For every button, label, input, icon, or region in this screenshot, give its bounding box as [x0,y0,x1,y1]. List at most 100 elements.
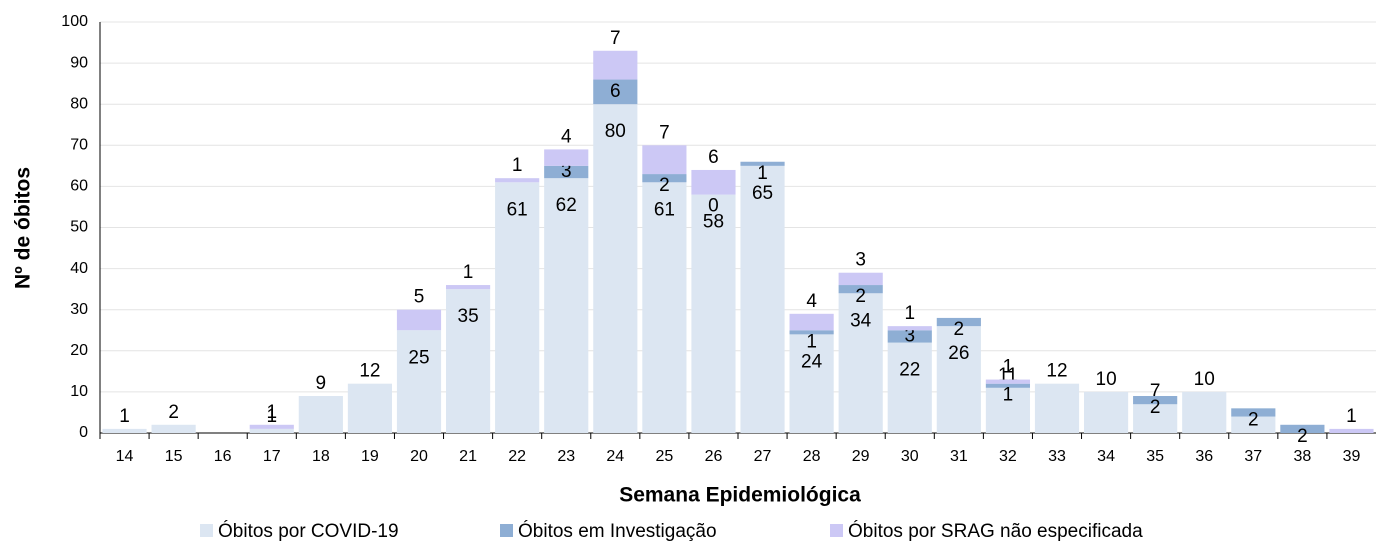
data-label: 7 [659,122,670,143]
bar-segment [1231,408,1276,417]
data-label: 7 [610,28,621,49]
data-label: 3 [904,325,915,346]
x-tick-label: 30 [901,448,919,465]
x-tick-label: 36 [1195,448,1213,465]
bar-segment [1329,428,1374,433]
x-tick-label: 28 [803,448,821,465]
bar-segment [1231,416,1276,433]
bar-segment [936,326,981,433]
legend-swatch [500,524,513,537]
y-tick-label: 60 [70,178,88,195]
bar-segment [249,428,294,433]
x-tick-label: 35 [1146,448,1164,465]
x-tick-label: 37 [1244,448,1262,465]
data-label: 1 [806,331,817,352]
bar-segment [1182,391,1227,433]
bar-segment [985,379,1031,384]
data-label: 1 [904,303,915,324]
x-tick-label: 18 [312,448,330,465]
bar-segment [495,182,540,433]
bar-segment [445,285,491,290]
data-label: 6 [708,147,719,168]
bar-segment [642,145,687,175]
x-tick-label: 39 [1343,448,1361,465]
bar-segment [1133,404,1178,433]
y-tick-label: 0 [79,424,88,441]
data-label: 7 [1150,381,1161,402]
bar-segment [298,396,343,433]
data-label: 1 [512,155,523,176]
legend-label: Óbitos em Investigação [518,520,717,542]
bar-segment [691,194,736,433]
bar-segment [593,50,638,80]
bar-segment [151,424,196,433]
legend-swatch [830,524,843,537]
data-label: 3 [561,161,572,182]
bar-segment [347,383,393,433]
bar-segment [887,342,932,433]
data-label: 1 [463,262,474,283]
legend-label: Óbitos por SRAG não especificada [848,520,1143,542]
bar-segment [102,428,147,433]
data-label: 24 [801,351,823,372]
data-label: 9 [316,373,327,394]
bar-segment [642,174,687,183]
data-label: 2 [1150,397,1161,418]
data-label: 6 [610,81,621,102]
bar-segment [789,313,834,331]
data-label: 0 [708,196,719,217]
y-tick-label: 80 [70,95,88,112]
data-label: 2 [855,286,866,307]
x-tick-label: 33 [1048,448,1066,465]
bar-segment [740,165,785,433]
bar-segment [838,272,883,286]
y-tick-label: 50 [70,219,88,236]
data-label: 1 [1003,357,1014,378]
x-tick-label: 29 [852,448,870,465]
y-tick-label: 100 [61,13,88,30]
data-label: 2 [1248,409,1259,430]
bar-segment [396,309,442,331]
x-tick-label: 32 [999,448,1017,465]
bar-segment [985,383,1031,388]
data-label: 3 [855,250,866,271]
x-tick-label: 23 [557,448,575,465]
x-tick-label: 17 [263,448,281,465]
x-tick-label: 22 [508,448,526,465]
data-label: 1 [757,163,768,184]
bar-segment [887,330,932,343]
data-label: 12 [1046,361,1067,382]
bar-segment [544,149,589,166]
legend-swatch [200,524,213,537]
x-tick-label: 24 [606,448,624,465]
x-tick-label: 25 [655,448,673,465]
bar-segment [1034,383,1080,433]
data-label: 12 [359,361,380,382]
bar-segment [249,424,294,429]
data-label: 62 [556,195,577,216]
y-tick-label: 90 [70,54,88,71]
data-label: 4 [561,126,572,147]
y-axis-title: Nº de óbitos [12,167,35,289]
y-tick-label: 10 [70,383,88,400]
data-label: 34 [850,310,872,331]
bar-segment [642,182,687,433]
data-label: 1 [119,406,130,427]
y-tick-label: 70 [70,137,88,154]
bar-segment [887,326,932,331]
x-tick-label: 26 [705,448,723,465]
x-tick-label: 20 [410,448,428,465]
bar-segment [1133,396,1178,405]
bar-segment [593,79,638,105]
data-label: 61 [654,199,675,220]
data-label: 22 [899,360,920,381]
data-label: 2 [954,319,965,340]
x-tick-label: 19 [361,448,379,465]
data-label: 61 [507,199,528,220]
bar-segment [691,169,736,195]
data-label: 5 [414,287,425,308]
bar-segment [396,330,442,433]
bar-segment [838,293,883,433]
bar-segment [1083,391,1129,433]
